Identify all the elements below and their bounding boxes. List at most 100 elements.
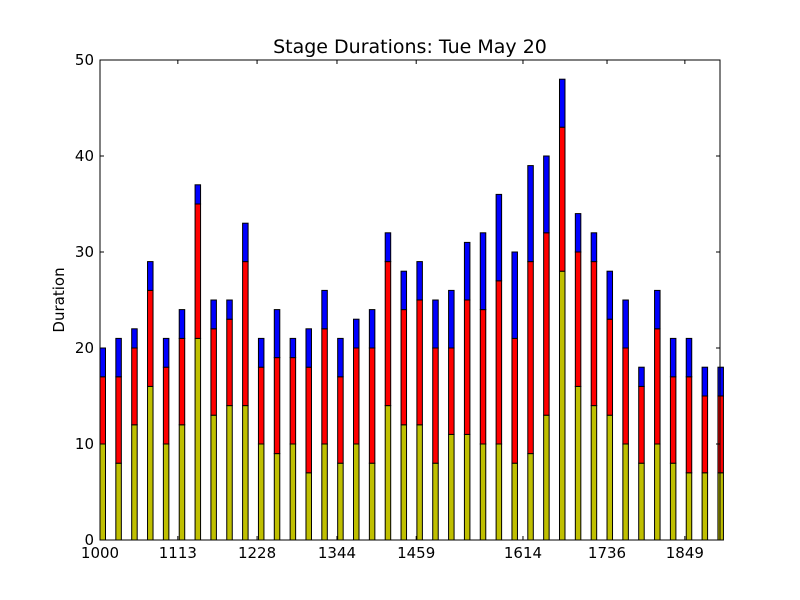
bar-segment-2 xyxy=(416,299,423,426)
bar-segment-1 xyxy=(305,472,312,541)
bar-segment-1 xyxy=(701,472,709,541)
bar-segment-2 xyxy=(289,357,297,445)
bar-segment-2 xyxy=(337,376,344,464)
bar-segment-1 xyxy=(574,385,582,541)
bar-segment-2 xyxy=(131,347,138,426)
bar-segment-1 xyxy=(384,405,392,541)
bar-segment-3 xyxy=(178,309,186,339)
bar-segment-3 xyxy=(543,155,550,234)
bar-segment-1 xyxy=(226,405,233,541)
bar-segment-2 xyxy=(400,309,408,426)
bar-segment-2 xyxy=(257,366,265,445)
bar-segment-2 xyxy=(368,347,376,464)
bar-segment-1 xyxy=(558,270,566,541)
bar-segment-3 xyxy=(479,232,487,311)
x-tick-label: 1459 xyxy=(397,544,435,562)
bar-segment-3 xyxy=(416,261,423,301)
bar-segment-1 xyxy=(527,453,534,541)
bar-segment-2 xyxy=(384,261,392,407)
bar-segment-2 xyxy=(178,337,186,426)
bar-segment-3 xyxy=(242,222,249,263)
bar-segment-2 xyxy=(543,232,550,416)
bar-segment-2 xyxy=(115,376,122,464)
bar-segment-2 xyxy=(685,376,693,474)
bar-segment-1 xyxy=(606,414,614,541)
bar-segment-3 xyxy=(432,299,439,349)
bar-segment-3 xyxy=(321,289,328,330)
y-tick-label: 30 xyxy=(75,243,94,261)
bar-segment-2 xyxy=(305,366,312,474)
bar-segment-1 xyxy=(162,443,170,541)
bar-segment-1 xyxy=(622,443,629,541)
bar-segment-1 xyxy=(479,443,487,541)
bar-segment-3 xyxy=(194,184,202,205)
bar-segment-3 xyxy=(131,328,138,349)
x-tick-label: 1614 xyxy=(504,544,542,562)
bars-layer xyxy=(99,78,724,541)
bar-segment-1 xyxy=(590,405,598,541)
x-tick-label: 1344 xyxy=(318,544,356,562)
bar-segment-1 xyxy=(242,405,249,541)
bar-segment-3 xyxy=(99,347,106,378)
bar-segment-1 xyxy=(400,424,408,541)
y-tick-label: 0 xyxy=(84,531,94,549)
bar-segment-3 xyxy=(147,261,154,291)
y-tick-label: 40 xyxy=(75,147,94,165)
bar-segment-2 xyxy=(479,309,487,445)
bar-segment-3 xyxy=(669,337,677,378)
y-axis-label: Duration xyxy=(50,267,68,332)
bar-segment-1 xyxy=(289,443,297,541)
chart-title: Stage Durations: Tue May 20 xyxy=(273,36,547,58)
bar-segment-3 xyxy=(590,232,598,263)
bar-segment-3 xyxy=(368,309,376,349)
bar-segment-3 xyxy=(606,270,614,320)
bar-segment-1 xyxy=(321,443,328,541)
bar-segment-1 xyxy=(115,462,122,541)
bar-segment-1 xyxy=(669,462,677,541)
bar-segment-3 xyxy=(353,318,360,349)
bar-segment-1 xyxy=(210,414,217,541)
bar-segment-1 xyxy=(432,462,439,541)
bar-segment-2 xyxy=(511,337,518,464)
bar-segment-2 xyxy=(210,328,217,416)
bar-segment-3 xyxy=(400,270,408,311)
bar-segment-2 xyxy=(495,280,503,445)
bar-segment-3 xyxy=(622,299,629,349)
y-tick-label: 10 xyxy=(75,435,94,453)
bar-segment-1 xyxy=(194,337,202,541)
bar-segment-3 xyxy=(305,328,312,368)
bar-segment-3 xyxy=(685,337,693,378)
bar-segment-3 xyxy=(654,289,661,330)
bar-segment-3 xyxy=(210,299,217,330)
bar-segment-3 xyxy=(273,309,281,359)
bar-segment-2 xyxy=(558,126,566,272)
bar-segment-3 xyxy=(558,78,566,128)
bar-segment-2 xyxy=(353,347,360,445)
bar-segment-3 xyxy=(638,366,645,387)
bar-segment-2 xyxy=(432,347,439,464)
x-tick-label: 1228 xyxy=(238,544,276,562)
bar-segment-1 xyxy=(543,414,550,541)
y-tick-label: 20 xyxy=(75,339,94,357)
bar-segment-2 xyxy=(242,261,249,407)
bar-segment-2 xyxy=(226,318,233,407)
bar-segment-2 xyxy=(99,376,106,445)
bar-segment-1 xyxy=(99,443,106,541)
bar-segment-3 xyxy=(226,299,233,320)
bar-segment-1 xyxy=(273,453,281,541)
bar-segment-1 xyxy=(257,443,265,541)
bar-segment-3 xyxy=(257,337,265,368)
bar-segment-2 xyxy=(162,366,170,445)
bar-segment-1 xyxy=(511,462,518,541)
bar-segment-1 xyxy=(463,433,471,541)
x-tick-label: 1736 xyxy=(588,544,626,562)
bar-segment-1 xyxy=(448,433,455,541)
bar-segment-2 xyxy=(194,203,202,339)
bar-segment-1 xyxy=(416,424,423,541)
bar-segment-2 xyxy=(638,385,645,464)
x-tick-label: 1849 xyxy=(666,544,704,562)
bar-segment-1 xyxy=(654,443,661,541)
bar-segment-3 xyxy=(511,251,518,339)
bar-segment-2 xyxy=(448,347,455,435)
